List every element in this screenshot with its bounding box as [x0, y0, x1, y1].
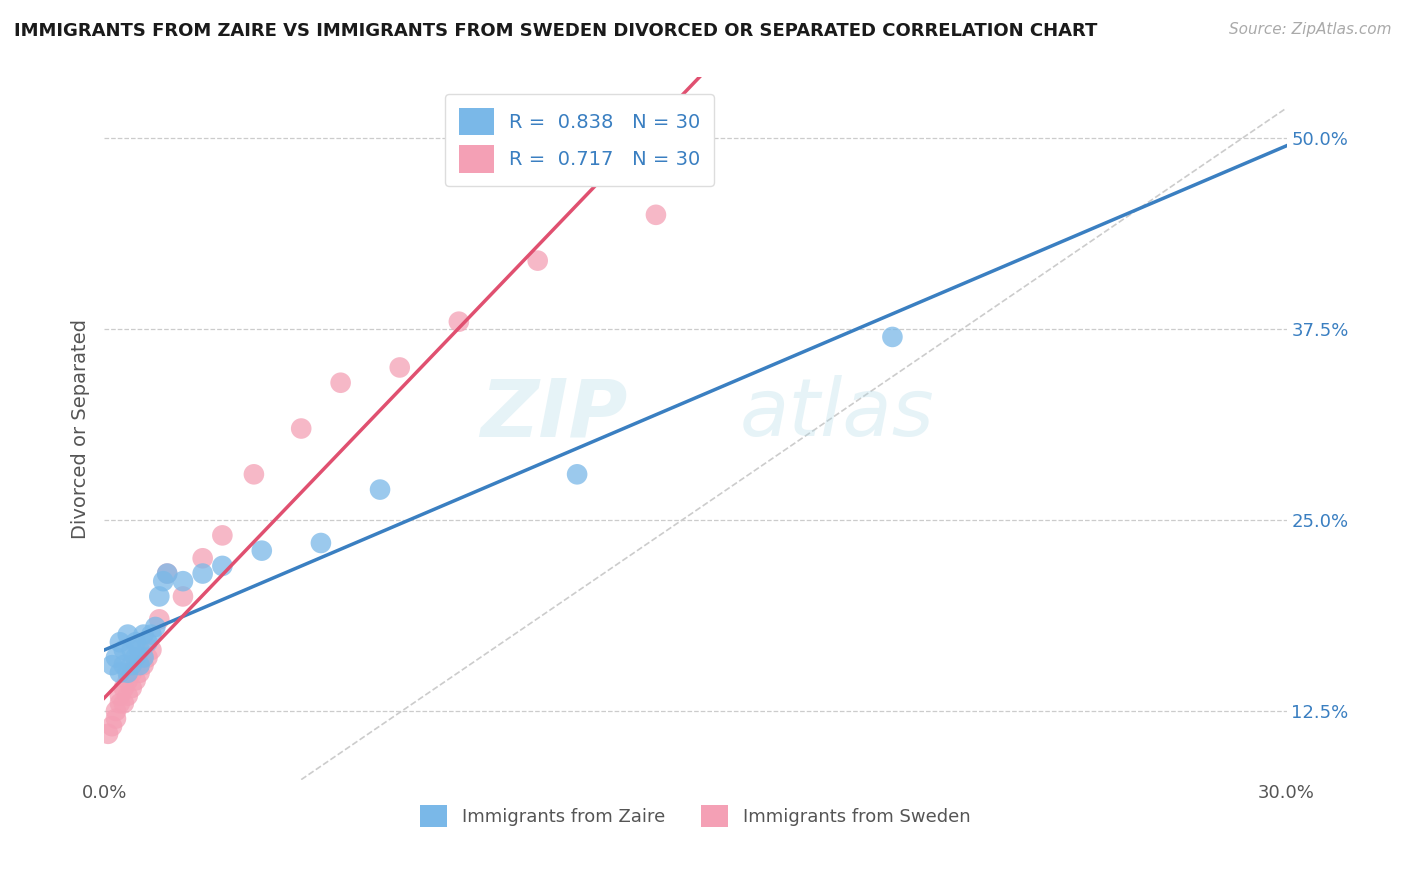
- Point: [101, 719, 124, 733]
- Point: [104, 712, 127, 726]
- Point: [172, 574, 194, 589]
- Point: [121, 681, 143, 695]
- Point: [191, 566, 214, 581]
- Legend: Immigrants from Zaire, Immigrants from Sweden: Immigrants from Zaire, Immigrants from S…: [413, 797, 977, 834]
- Point: [124, 658, 146, 673]
- Text: atlas: atlas: [740, 376, 935, 453]
- Point: [108, 635, 131, 649]
- Text: Source: ZipAtlas.com: Source: ZipAtlas.com: [1229, 22, 1392, 37]
- Point: [112, 696, 135, 710]
- Point: [882, 330, 904, 344]
- Point: [108, 696, 131, 710]
- Point: [136, 650, 159, 665]
- Point: [145, 620, 167, 634]
- Point: [211, 558, 233, 573]
- Point: [121, 658, 143, 673]
- Point: [112, 681, 135, 695]
- Point: [141, 627, 163, 641]
- Point: [526, 253, 548, 268]
- Point: [141, 643, 163, 657]
- Point: [124, 650, 146, 665]
- Point: [112, 658, 135, 673]
- Point: [128, 665, 150, 680]
- Point: [117, 665, 139, 680]
- Point: [152, 574, 174, 589]
- Point: [156, 566, 179, 581]
- Point: [117, 673, 139, 688]
- Point: [447, 315, 470, 329]
- Text: IMMIGRANTS FROM ZAIRE VS IMMIGRANTS FROM SWEDEN DIVORCED OR SEPARATED CORRELATIO: IMMIGRANTS FROM ZAIRE VS IMMIGRANTS FROM…: [14, 22, 1098, 40]
- Point: [124, 635, 146, 649]
- Point: [104, 704, 127, 718]
- Y-axis label: Divorced or Separated: Divorced or Separated: [72, 318, 90, 539]
- Point: [309, 536, 332, 550]
- Point: [124, 673, 146, 688]
- Point: [132, 658, 155, 673]
- Point: [172, 590, 194, 604]
- Point: [121, 643, 143, 657]
- Point: [117, 627, 139, 641]
- Point: [108, 665, 131, 680]
- Point: [243, 467, 266, 482]
- Point: [136, 635, 159, 649]
- Point: [211, 528, 233, 542]
- Point: [368, 483, 391, 497]
- Point: [132, 627, 155, 641]
- Point: [148, 590, 170, 604]
- Point: [128, 658, 150, 673]
- Point: [156, 566, 179, 581]
- Text: ZIP: ZIP: [479, 376, 627, 453]
- Point: [104, 650, 127, 665]
- Point: [121, 665, 143, 680]
- Point: [117, 689, 139, 703]
- Point: [112, 643, 135, 657]
- Point: [132, 650, 155, 665]
- Point: [250, 543, 273, 558]
- Point: [388, 360, 411, 375]
- Point: [108, 689, 131, 703]
- Point: [645, 208, 668, 222]
- Point: [290, 421, 312, 435]
- Point: [329, 376, 352, 390]
- Point: [191, 551, 214, 566]
- Point: [101, 658, 124, 673]
- Point: [128, 643, 150, 657]
- Point: [565, 467, 588, 482]
- Point: [97, 727, 120, 741]
- Point: [148, 612, 170, 626]
